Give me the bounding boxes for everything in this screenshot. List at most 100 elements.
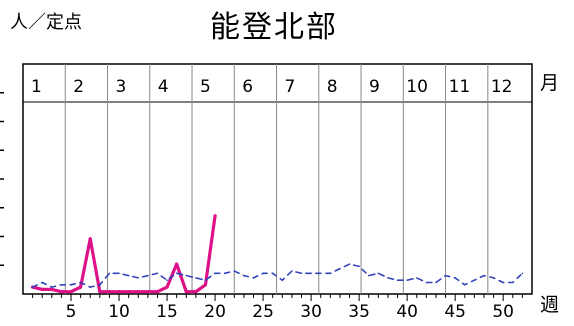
data-point: [59, 290, 64, 294]
data-point: [99, 284, 101, 286]
data-point: [136, 290, 140, 294]
month-tick-label: 1: [31, 77, 42, 97]
data-point: [243, 274, 245, 277]
data-point: [310, 272, 312, 275]
data-point: [521, 272, 524, 275]
month-tick-label: 8: [327, 77, 338, 97]
data-point: [252, 277, 255, 279]
month-tick-label: 10: [406, 77, 428, 97]
data-point: [367, 274, 370, 277]
data-point: [89, 286, 92, 288]
data-point: [406, 279, 408, 282]
data-point: [155, 290, 160, 294]
data-point: [339, 267, 341, 270]
data-point: [358, 265, 360, 268]
data-point: [107, 290, 112, 294]
data-point: [213, 214, 217, 218]
data-point: [40, 287, 44, 291]
data-point: [98, 290, 102, 294]
chart-title: 能登北部: [210, 10, 338, 45]
data-point: [175, 272, 178, 275]
data-point: [166, 279, 168, 282]
month-tick-label: 6: [242, 77, 253, 97]
data-point: [348, 263, 351, 265]
data-point: [195, 277, 197, 279]
data-point: [117, 290, 121, 294]
data-point: [41, 281, 44, 284]
data-point: [300, 272, 303, 275]
data-point: [194, 290, 198, 294]
data-point: [203, 283, 208, 287]
week-tick-label: 30: [300, 302, 322, 322]
data-point: [60, 284, 63, 286]
data-point: [50, 287, 54, 291]
week-axis-label: 週: [540, 294, 560, 316]
data-point: [214, 272, 216, 275]
month-tick-label: 5: [200, 77, 211, 97]
data-point: [281, 279, 284, 282]
data-point: [435, 281, 437, 284]
data-point: [425, 281, 428, 284]
y-unit-label: 人／定点: [10, 12, 82, 33]
week-tick-label: 35: [348, 302, 370, 322]
data-point: [454, 277, 456, 279]
week-tick-label: 10: [108, 302, 130, 322]
data-point: [262, 272, 264, 275]
week-tick-label: 45: [444, 302, 466, 322]
data-point: [463, 284, 466, 286]
data-point: [127, 274, 130, 277]
series-line-1: [31, 263, 524, 288]
series-line-0: [31, 214, 217, 294]
data-point: [79, 281, 82, 284]
week-tick-label: 5: [66, 302, 77, 322]
month-tick-label: 11: [449, 77, 471, 97]
week-tick-label: 20: [204, 302, 226, 322]
data-point: [329, 272, 332, 275]
data-point: [377, 272, 380, 275]
month-tick-label: 3: [116, 77, 127, 97]
month-tick-label: 4: [158, 77, 169, 97]
data-point: [233, 270, 236, 272]
data-point: [147, 274, 149, 277]
month-tick-label: 7: [285, 77, 296, 97]
plot-frame: [22, 63, 533, 295]
data-point: [70, 284, 72, 286]
data-point: [396, 279, 399, 282]
data-point: [88, 237, 92, 241]
data-point: [473, 279, 476, 282]
data-point: [271, 272, 274, 275]
data-point: [319, 272, 322, 275]
week-tick-label: 50: [492, 302, 514, 322]
data-point: [415, 277, 418, 279]
data-point: [291, 270, 293, 272]
data-point: [175, 262, 179, 266]
month-tick-label: 9: [369, 77, 380, 97]
data-point: [51, 286, 53, 288]
data-point: [502, 281, 504, 284]
data-point: [137, 277, 140, 279]
data-point: [69, 290, 73, 294]
data-point: [165, 285, 169, 289]
data-point: [387, 277, 389, 279]
data-point: [79, 285, 83, 289]
week-tick-label: 25: [252, 302, 274, 322]
data-point: [146, 290, 150, 294]
data-point: [184, 290, 188, 294]
data-point: [444, 274, 447, 277]
week-tick-label: 40: [396, 302, 418, 322]
data-point: [511, 281, 514, 284]
data-point: [118, 272, 120, 275]
data-point: [108, 272, 111, 275]
data-point: [223, 272, 226, 275]
data-point: [492, 277, 495, 279]
month-tick-label: 2: [73, 77, 84, 97]
week-tick-label: 15: [156, 302, 178, 322]
data-point: [483, 274, 485, 277]
data-point: [127, 290, 131, 294]
month-axis-label: 月: [540, 72, 560, 94]
data-point: [31, 286, 34, 288]
data-point: [204, 279, 207, 282]
month-tick-label: 12: [491, 77, 513, 97]
data-point: [185, 274, 188, 277]
